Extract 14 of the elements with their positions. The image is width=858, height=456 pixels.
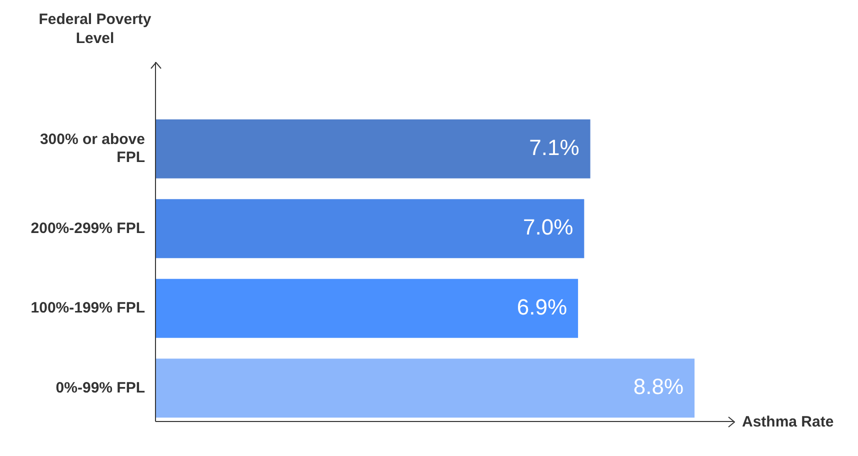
y-tick-label: 100%-199% FPL	[30, 300, 145, 317]
bar	[155, 119, 590, 178]
data-label: 7.0%	[523, 214, 574, 240]
bar	[155, 278, 578, 338]
data-label: 6.9%	[516, 294, 568, 320]
y-tick-label: 0%-99% FPL	[56, 379, 145, 396]
bar	[155, 358, 695, 418]
y-axis-title: Federal Poverty Level	[38, 11, 152, 47]
bar	[155, 199, 584, 258]
y-tick-label: 200%-299% FPL	[30, 220, 145, 237]
data-label: 7.1%	[529, 134, 580, 160]
data-label: 8.8%	[633, 374, 684, 400]
y-tick-label: 300% or above FPL	[40, 131, 145, 166]
x-axis-title: Asthma Rate	[742, 414, 834, 431]
